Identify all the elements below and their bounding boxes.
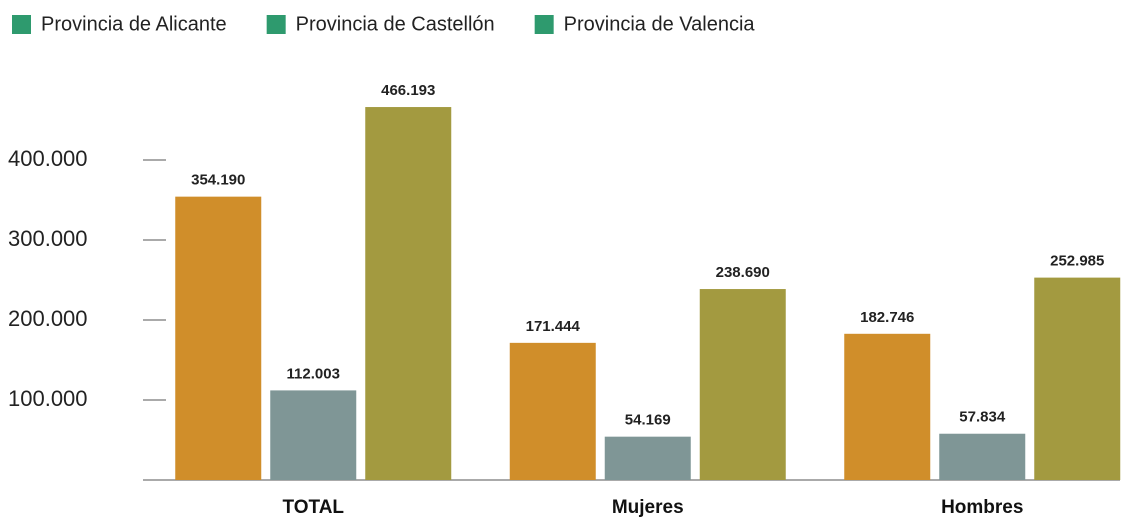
legend-label: Provincia de Alicante <box>41 13 227 35</box>
legend-label: Provincia de Castellón <box>296 13 495 35</box>
value-label: 354.190 <box>191 172 245 189</box>
bar <box>699 289 786 480</box>
bar <box>270 390 357 480</box>
legend-swatch <box>12 15 31 34</box>
x-tick-label: TOTAL <box>282 497 344 518</box>
legend-swatch <box>534 15 554 34</box>
y-tick-label: 200.000 <box>8 306 88 331</box>
bar <box>604 436 691 480</box>
y-tick-label: 300.000 <box>8 226 88 251</box>
value-label: 238.690 <box>716 264 770 281</box>
x-tick-label: Mujeres <box>612 497 684 518</box>
value-label: 466.193 <box>381 82 435 99</box>
value-label: 54.169 <box>625 412 671 429</box>
x-tick-label: Hombres <box>941 497 1023 518</box>
bar <box>1034 277 1121 480</box>
value-label: 57.834 <box>959 409 1006 426</box>
legend-label: Provincia de Valencia <box>564 13 756 35</box>
bar <box>175 196 262 480</box>
bar <box>509 342 596 480</box>
value-label: 112.003 <box>287 365 340 382</box>
value-label: 182.746 <box>860 309 914 326</box>
y-tick-label: 100.000 <box>8 386 88 411</box>
value-label: 252.985 <box>1050 253 1104 270</box>
legend-swatch <box>266 15 286 34</box>
bar <box>844 333 931 480</box>
value-label: 171.444 <box>526 318 581 335</box>
y-tick-label: 400.000 <box>8 146 88 171</box>
bar <box>939 433 1026 480</box>
bar <box>365 107 452 481</box>
